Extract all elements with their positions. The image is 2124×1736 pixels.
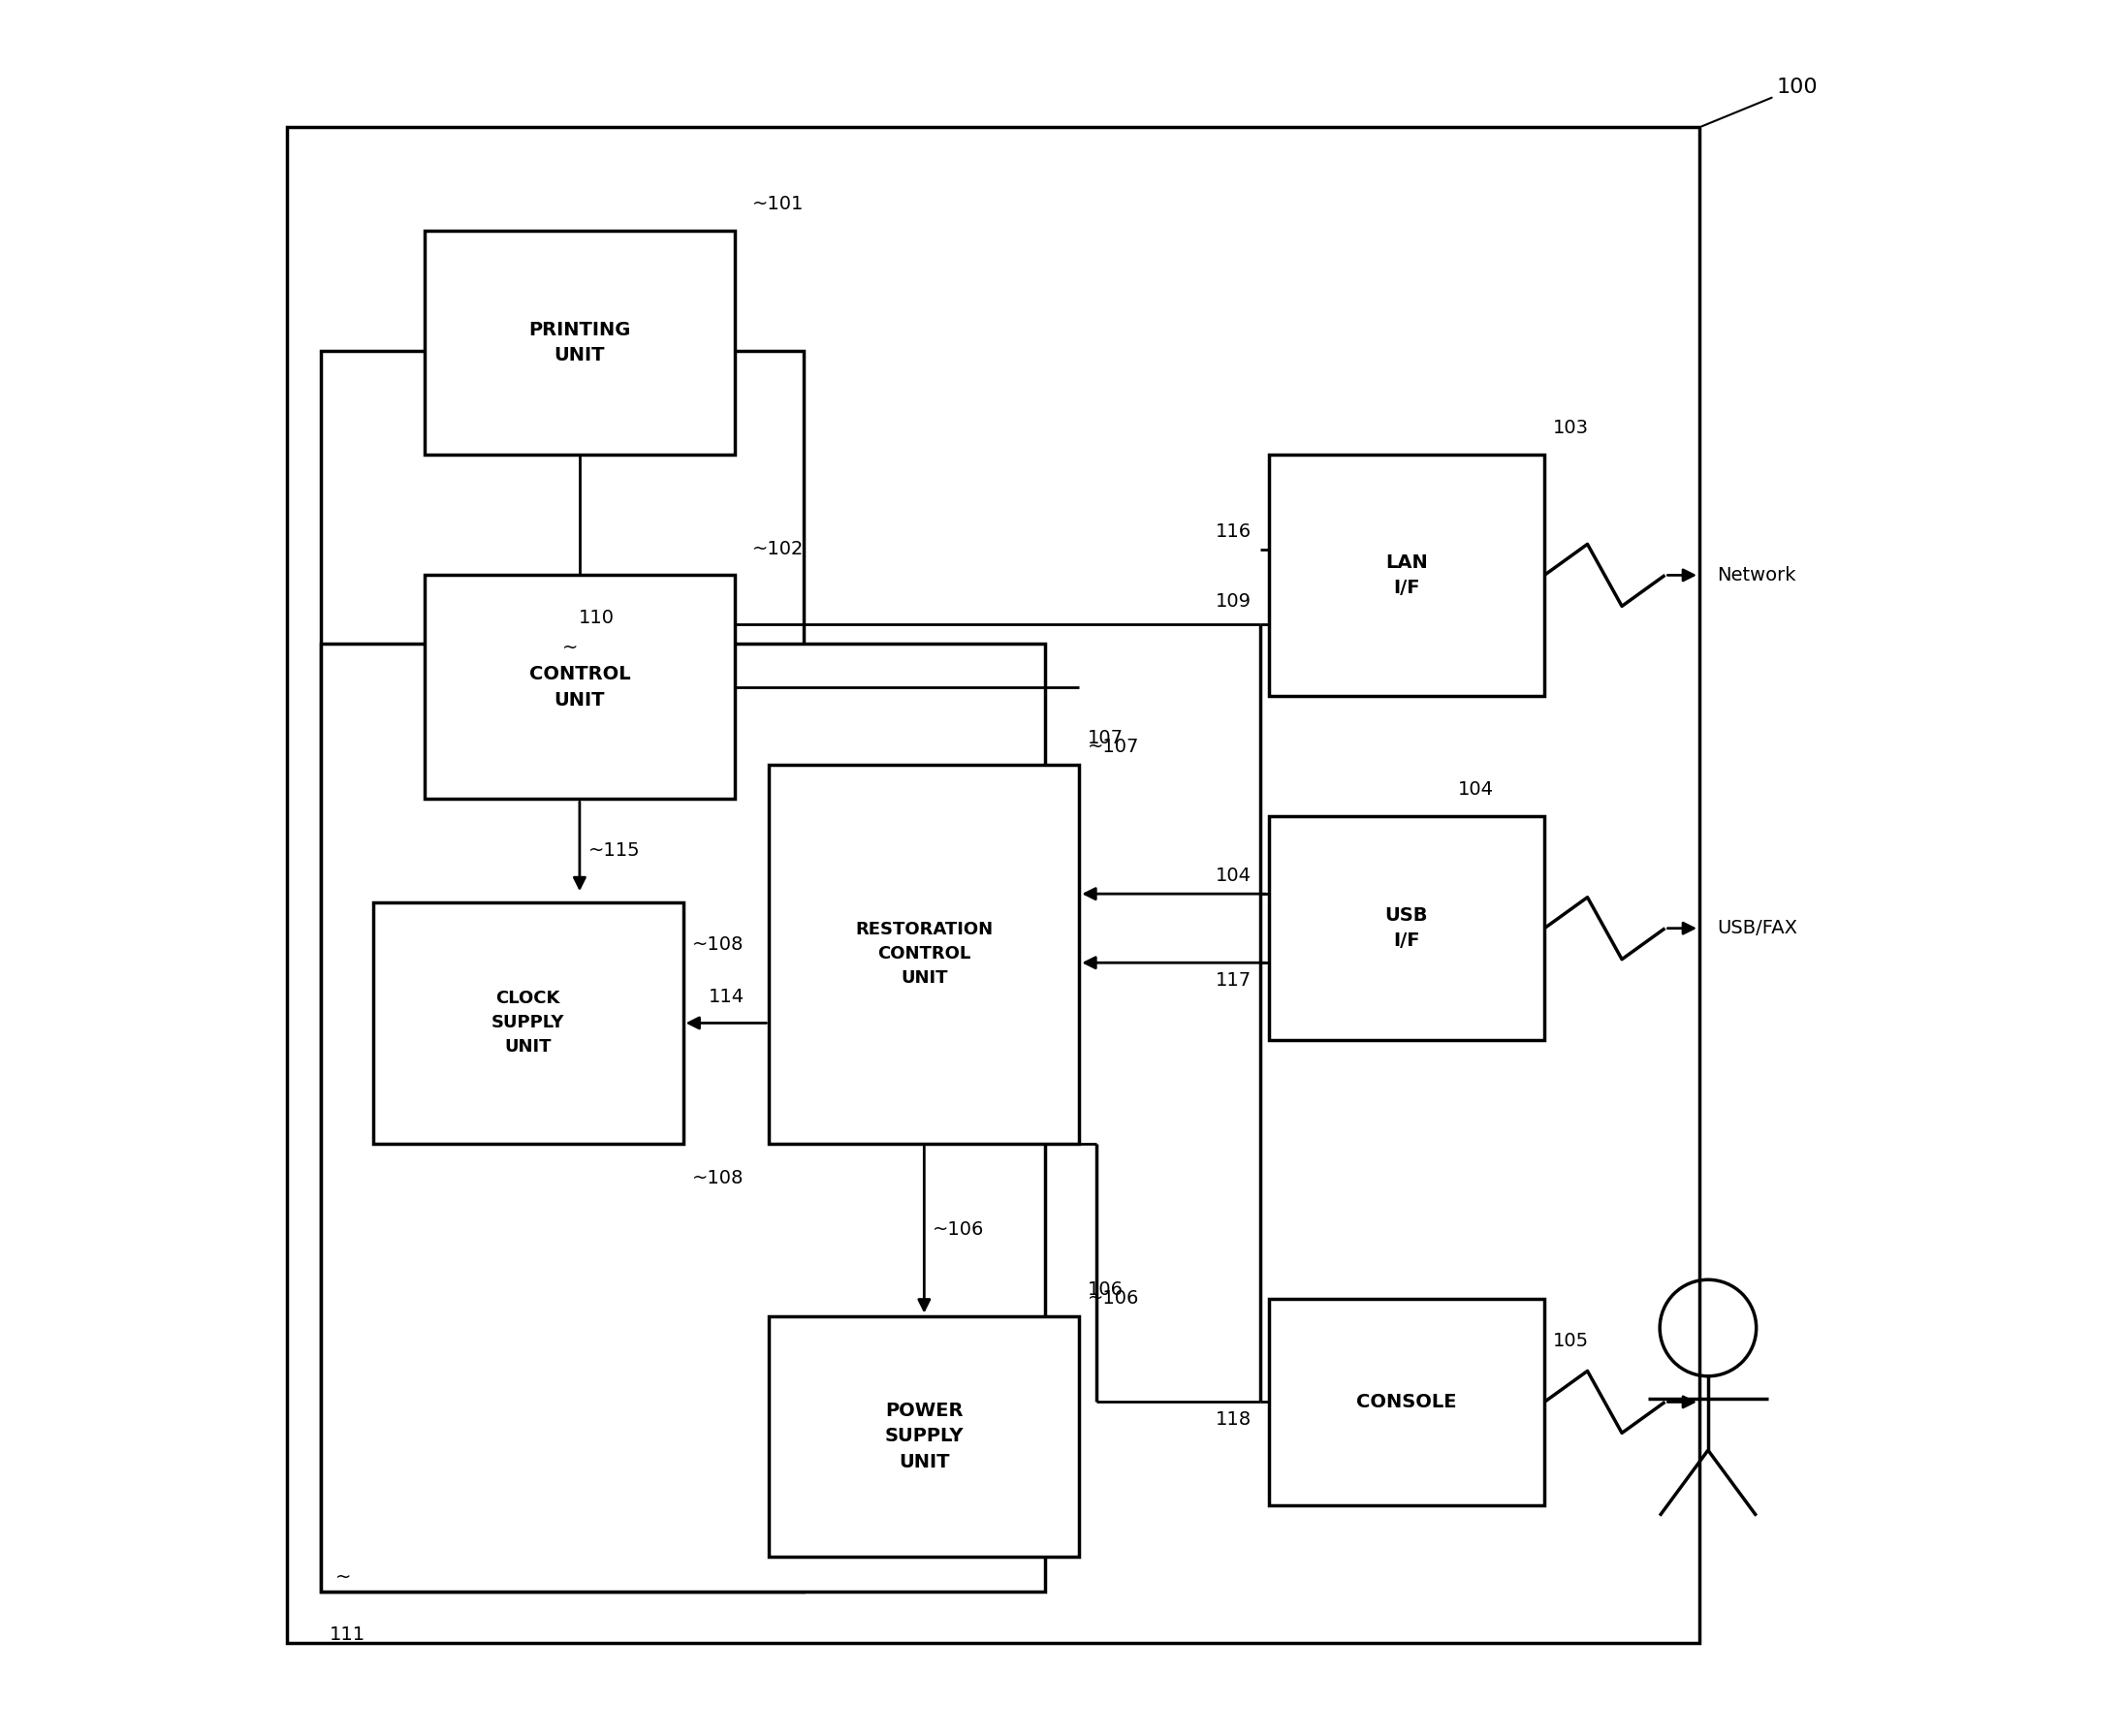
Text: 110: 110	[580, 608, 614, 627]
Bar	[1268, 816, 1544, 1040]
Text: 105: 105	[1553, 1332, 1589, 1351]
Text: CLOCK
SUPPLY
UNIT: CLOCK SUPPLY UNIT	[491, 990, 565, 1055]
Text: 104: 104	[1215, 866, 1251, 885]
Text: USB/FAX: USB/FAX	[1716, 918, 1797, 937]
Bar	[425, 231, 735, 455]
Bar	[1268, 455, 1544, 696]
Text: 106: 106	[1087, 1279, 1124, 1299]
Bar	[769, 764, 1079, 1144]
Text: ~106: ~106	[932, 1220, 986, 1240]
Bar	[287, 127, 1699, 1644]
Text: PRINTING
UNIT: PRINTING UNIT	[529, 321, 631, 365]
Text: ~: ~	[336, 1568, 350, 1587]
Text: POWER
SUPPLY
UNIT: POWER SUPPLY UNIT	[886, 1401, 964, 1472]
Text: 118: 118	[1215, 1411, 1251, 1429]
Bar	[425, 575, 735, 799]
Text: 109: 109	[1215, 592, 1251, 611]
Text: ~108: ~108	[692, 1170, 743, 1187]
Bar	[769, 1316, 1079, 1557]
Text: ~: ~	[563, 639, 578, 656]
Text: CONSOLE: CONSOLE	[1357, 1392, 1457, 1411]
Text: 117: 117	[1215, 972, 1251, 990]
Bar	[321, 644, 1045, 1592]
Bar	[374, 903, 684, 1144]
Text: LAN
I/F: LAN I/F	[1385, 554, 1427, 597]
Text: ~107: ~107	[1087, 738, 1141, 757]
Text: USB
I/F: USB I/F	[1385, 906, 1427, 950]
Bar	[1268, 1299, 1544, 1505]
Text: RESTORATION
CONTROL
UNIT: RESTORATION CONTROL UNIT	[856, 922, 994, 988]
Text: 114: 114	[707, 988, 743, 1005]
Text: 100: 100	[1701, 78, 1818, 127]
Text: 116: 116	[1215, 523, 1251, 540]
Text: 107: 107	[1087, 729, 1124, 748]
Text: ~115: ~115	[588, 842, 639, 859]
Text: CONTROL
UNIT: CONTROL UNIT	[529, 665, 631, 710]
Text: 103: 103	[1553, 418, 1589, 437]
Text: 104: 104	[1459, 781, 1493, 799]
Bar	[321, 351, 803, 1592]
Text: Network: Network	[1716, 566, 1795, 585]
Text: ~108: ~108	[692, 936, 743, 955]
Text: ~101: ~101	[752, 194, 803, 214]
Text: 111: 111	[329, 1627, 365, 1644]
Text: ~106: ~106	[1087, 1288, 1141, 1307]
Text: ~102: ~102	[752, 540, 803, 557]
